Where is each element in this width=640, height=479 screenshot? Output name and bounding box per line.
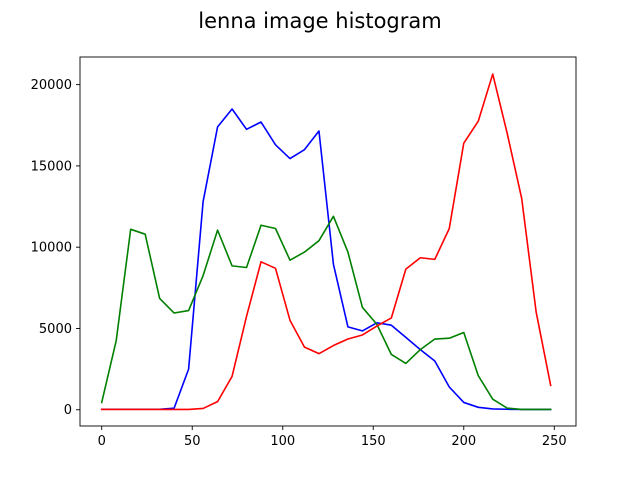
y-tick-label: 15000 [31,159,72,174]
chart-title: lenna image histogram [198,9,441,33]
series-layer [100,73,552,411]
x-tick-label: 200 [451,434,476,449]
y-tick-label: 10000 [31,241,72,256]
axes-layer: 0 50 100 150 200 250 0 5000 10000 15000 20000 [31,56,577,449]
x-tick-label: 100 [270,434,295,449]
series-line-1 [100,108,552,411]
y-tick-label: 5000 [39,322,72,337]
x-tick-label: 150 [361,434,386,449]
x-tick-label: 0 [98,434,106,449]
series-line-3 [100,73,552,411]
y-tick-label: 20000 [31,78,72,93]
series-line-2 [100,215,552,411]
x-tick-label: 250 [542,434,567,449]
y-tick-label: 0 [64,403,72,418]
plot-frame [79,56,577,427]
x-tick-label: 50 [184,434,201,449]
